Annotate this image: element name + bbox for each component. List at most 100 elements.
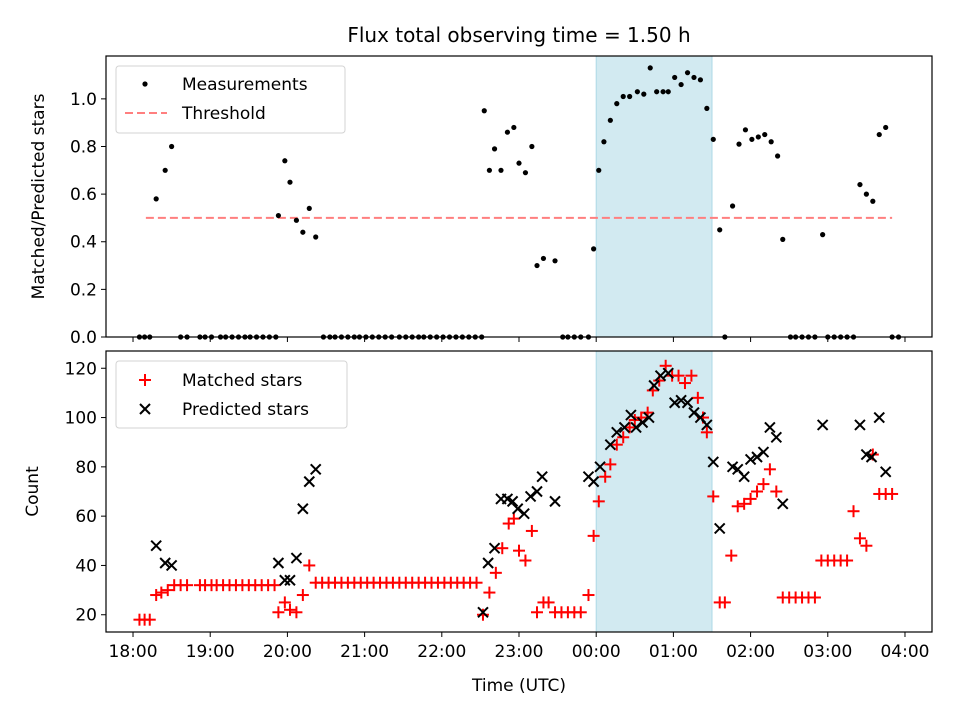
predicted-star-point bbox=[675, 394, 687, 407]
matched-star-point bbox=[841, 554, 854, 567]
y-tick-label: 0.0 bbox=[70, 328, 97, 348]
predicted-star-point bbox=[770, 431, 783, 443]
matched-star-point bbox=[617, 431, 630, 444]
matched-star-point bbox=[604, 458, 617, 471]
measurement-point bbox=[169, 143, 175, 150]
measurement-point bbox=[678, 81, 684, 88]
chart-title: Flux total observing time = 1.50 h bbox=[347, 23, 690, 47]
predicted-star-point bbox=[777, 498, 789, 510]
measurement-point bbox=[153, 196, 159, 202]
measurement-point bbox=[780, 236, 786, 242]
predicted-star-point bbox=[587, 475, 600, 488]
y-tick-label: 0.6 bbox=[70, 185, 97, 205]
predicted-star-point bbox=[477, 606, 489, 618]
y-tick-label: 0.4 bbox=[70, 233, 97, 253]
measurement-point bbox=[876, 131, 882, 138]
predicted-star-point bbox=[279, 574, 291, 586]
measurement-point bbox=[313, 234, 319, 240]
ratio-legend: Measurements Threshold bbox=[115, 65, 346, 134]
x-tick-label: 01:00 bbox=[649, 642, 698, 662]
matched-star-point bbox=[525, 524, 538, 537]
predicted-star-point bbox=[512, 503, 524, 515]
matched-star-point bbox=[599, 470, 612, 483]
measurement-point bbox=[300, 229, 306, 235]
matched-star-point bbox=[847, 505, 860, 518]
matched-star-point bbox=[582, 589, 595, 602]
measurement-point bbox=[596, 167, 602, 173]
matched-star-point bbox=[592, 495, 605, 508]
predicted-star-points bbox=[150, 367, 892, 618]
x-tick-label: 20:00 bbox=[263, 642, 312, 662]
matched-star-point bbox=[476, 608, 489, 621]
x-tick-label: 18:00 bbox=[109, 642, 158, 662]
measurement-point bbox=[742, 127, 749, 133]
measurement-point bbox=[516, 160, 522, 166]
matched-star-point bbox=[725, 549, 738, 562]
matched-star-point bbox=[587, 529, 600, 542]
measurement-point bbox=[481, 108, 487, 114]
matched-star-point bbox=[531, 606, 544, 619]
measurement-point bbox=[755, 134, 761, 140]
predicted-star-point bbox=[524, 490, 537, 503]
matched-star-point bbox=[470, 576, 483, 589]
matched-star-point bbox=[731, 500, 744, 513]
predicted-star-point bbox=[648, 379, 660, 392]
measurement-point bbox=[607, 117, 613, 123]
ratio-x-ticks bbox=[132, 337, 906, 342]
legend-measurements-label: Measurements bbox=[182, 75, 308, 95]
legend-threshold-label: Threshold bbox=[181, 104, 266, 124]
count-y-ticks: 20 40 60 80 100 120 bbox=[65, 359, 106, 626]
y-tick-label: 120 bbox=[65, 359, 97, 379]
predicted-star-point bbox=[611, 426, 623, 439]
predicted-star-point bbox=[816, 419, 829, 431]
observing-window-highlight bbox=[595, 350, 713, 633]
matched-star-point bbox=[672, 369, 685, 382]
predicted-star-point bbox=[284, 574, 296, 586]
predicted-star-point bbox=[668, 397, 681, 409]
measurement-point bbox=[282, 158, 288, 164]
measurement-point bbox=[620, 93, 626, 100]
matched-star-point bbox=[757, 478, 770, 491]
matched-star-point bbox=[685, 369, 698, 382]
matched-star-point bbox=[161, 584, 174, 597]
predicted-star-point bbox=[865, 451, 878, 463]
predicted-star-point bbox=[873, 411, 885, 424]
predicted-star-point bbox=[757, 446, 770, 458]
legend-measurements-marker bbox=[142, 81, 148, 87]
matched-star-point bbox=[290, 606, 303, 619]
predicted-star-point bbox=[536, 471, 548, 483]
y-tick-label: 1.0 bbox=[70, 90, 97, 110]
count-y-axis-label: Count bbox=[23, 466, 43, 517]
measurement-point bbox=[665, 89, 671, 95]
predicted-star-point bbox=[714, 522, 726, 535]
measurement-point bbox=[697, 77, 704, 83]
measurement-point bbox=[883, 124, 889, 131]
y-tick-label: 0.2 bbox=[70, 280, 97, 300]
x-tick-label: 03:00 bbox=[803, 642, 852, 662]
predicted-star-point bbox=[681, 397, 694, 409]
matched-star-point bbox=[278, 596, 291, 609]
predicted-star-point bbox=[159, 557, 171, 569]
measurement-point bbox=[729, 203, 736, 209]
measurement-point bbox=[627, 93, 633, 100]
matched-star-point bbox=[303, 559, 316, 572]
measurement-point bbox=[820, 232, 826, 238]
predicted-star-point bbox=[150, 540, 162, 552]
measurement-point bbox=[540, 255, 547, 262]
count-x-ticks: 18:00 19:00 20:00 21:00 22:00 23:00 00:00 01:00… bbox=[109, 632, 929, 662]
predicted-star-point bbox=[643, 411, 655, 424]
matched-star-point bbox=[718, 596, 731, 609]
legend-predicted-label: Predicted stars bbox=[182, 400, 309, 420]
predicted-star-point bbox=[531, 485, 543, 498]
x-tick-label: 04:00 bbox=[880, 642, 929, 662]
count-legend: Matched stars Predicted stars bbox=[115, 360, 348, 429]
measurement-point bbox=[275, 212, 282, 219]
legend-predicted-marker bbox=[139, 403, 151, 415]
predicted-star-point bbox=[272, 557, 285, 569]
measurement-point bbox=[162, 167, 168, 173]
measurement-point bbox=[287, 179, 293, 185]
matched-star-point bbox=[808, 591, 821, 604]
predicted-star-point bbox=[303, 475, 315, 488]
matched-star-point bbox=[860, 539, 873, 552]
predicted-star-point bbox=[297, 503, 309, 515]
